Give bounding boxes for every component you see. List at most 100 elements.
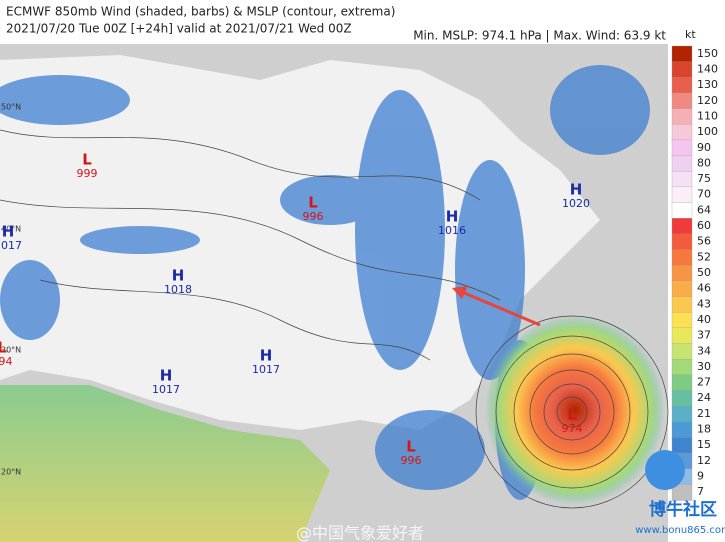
system-type: H — [446, 208, 459, 226]
colorbar-label: 52 — [697, 250, 711, 263]
colorbar-swatch — [671, 77, 693, 94]
system-pressure: 999 — [77, 167, 98, 180]
colorbar-label: 24 — [697, 391, 711, 404]
colorbar-swatch — [671, 249, 693, 266]
colorbar-swatch — [671, 265, 693, 282]
colorbar-swatch — [671, 390, 693, 407]
colorbar-swatch — [671, 296, 693, 313]
system-type: L — [308, 194, 318, 212]
isobars — [0, 129, 669, 509]
colorbar-label: 60 — [697, 219, 711, 232]
colorbar-swatch — [671, 311, 693, 329]
wind-shading-south — [0, 385, 330, 542]
colorbar-swatch — [671, 327, 693, 345]
system-type: H — [260, 347, 273, 365]
system-type: H — [2, 223, 15, 241]
system-pressure: 1018 — [164, 283, 192, 296]
latitude-label: 20°N — [1, 468, 21, 477]
colorbar-swatch — [671, 202, 693, 219]
colorbar-swatch — [671, 218, 693, 235]
system-pressure: 1016 — [438, 224, 466, 237]
colorbar-label: 50 — [697, 266, 711, 279]
system-type: L — [82, 151, 92, 169]
colorbar-label: 90 — [697, 141, 711, 154]
system-type: H — [570, 181, 583, 199]
system-pressure: 996 — [303, 210, 324, 223]
watermark: @中国气象爱好者 — [296, 524, 424, 542]
system-pressure: 1020 — [562, 197, 590, 210]
annotation-arrow — [461, 290, 541, 327]
colorbar-label: 64 — [697, 203, 711, 216]
colorbar-swatch — [671, 437, 693, 454]
colorbar-label: 46 — [697, 282, 711, 295]
colorbar-label: 18 — [697, 423, 711, 436]
colorbar-label: 7 — [697, 485, 704, 498]
system-type: L — [567, 406, 577, 424]
colorbar-swatch — [671, 155, 693, 172]
logo-url: www.bonu865.com — [635, 525, 725, 536]
colorbar-label: 27 — [697, 376, 711, 389]
colorbar-label: 80 — [697, 156, 711, 169]
typhoon-shading — [485, 315, 665, 505]
colorbar-label: 100 — [697, 125, 718, 138]
system-type: H — [160, 367, 173, 385]
colorbar-label: 43 — [697, 297, 711, 310]
colorbar-label: 30 — [697, 360, 711, 373]
colorbar-label: 110 — [697, 109, 718, 122]
annotation-arrowhead — [452, 286, 468, 299]
system-type: L — [406, 438, 416, 456]
colorbar-label: 34 — [697, 344, 711, 357]
pressure-systems: L999L996H1020H1017H1016H1018L994H1017H10… — [0, 151, 590, 468]
system-type: L — [0, 339, 7, 357]
colorbar-label: 37 — [697, 329, 711, 342]
system-type: H — [172, 267, 185, 285]
colorbar-label: 130 — [697, 78, 718, 91]
map: 50°N40°N30°N20°N L999L996H1020H1017H1016… — [0, 44, 669, 542]
map-title: ECMWF 850mb Wind (shaded, barbs) & MSLP … — [6, 5, 395, 19]
colorbar-label: 140 — [697, 62, 718, 75]
colorbar-swatch — [671, 358, 693, 376]
latitude-labels: 50°N 40°N 30°N 20°N — [1, 103, 21, 477]
colorbar-swatch — [671, 108, 693, 125]
map-subtitle: 2021/07/20 Tue 00Z [+24h] valid at 2021/… — [6, 22, 352, 36]
colorbar-label: 21 — [697, 407, 711, 420]
colorbar-label: 70 — [697, 188, 711, 201]
colorbar-swatch — [671, 171, 693, 188]
colorbar-label: 150 — [697, 47, 718, 60]
colorbar-label: 9 — [697, 470, 704, 483]
colorbar-label: 15 — [697, 438, 711, 451]
logo-icon — [645, 450, 685, 490]
wind-shading-blue — [0, 65, 650, 500]
colorbar-swatch — [671, 374, 693, 392]
colorbar-swatch — [671, 92, 693, 110]
land-area — [0, 55, 600, 430]
logo-name: 博牛社区 — [649, 499, 717, 520]
colorbar-unit: kt — [685, 28, 696, 41]
system-pressure: 1017 — [252, 363, 280, 376]
colorbar-label: 56 — [697, 235, 711, 248]
colorbar-swatch — [671, 139, 693, 157]
colorbar: 150 140 130 120 110 100 90 80 75 70 64 60 56 52 50 46 43… — [671, 45, 718, 501]
colorbar-swatch — [671, 405, 693, 423]
latitude-label: 40°N — [1, 225, 21, 234]
system-pressure: 996 — [401, 454, 422, 467]
colorbar-swatch — [671, 280, 693, 298]
colorbar-label: 120 — [697, 94, 718, 107]
colorbar-swatch — [671, 45, 693, 63]
colorbar-swatch — [671, 61, 693, 78]
colorbar-label: 12 — [697, 454, 711, 467]
colorbar-label: 40 — [697, 313, 711, 326]
map-stats: Min. MSLP: 974.1 hPa | Max. Wind: 63.9 k… — [413, 29, 666, 43]
colorbar-swatch — [671, 343, 693, 360]
colorbar-swatch — [671, 124, 693, 141]
system-pressure: 1017 — [152, 383, 180, 396]
colorbar-label: 75 — [697, 172, 711, 185]
colorbar-swatch — [671, 186, 693, 204]
system-pressure: 974 — [562, 422, 583, 435]
system-pressure: 994 — [0, 355, 13, 368]
colorbar-swatch — [671, 233, 693, 251]
colorbar-swatch — [671, 484, 693, 501]
colorbar-swatch — [671, 421, 693, 439]
latitude-label: 50°N — [1, 103, 21, 112]
